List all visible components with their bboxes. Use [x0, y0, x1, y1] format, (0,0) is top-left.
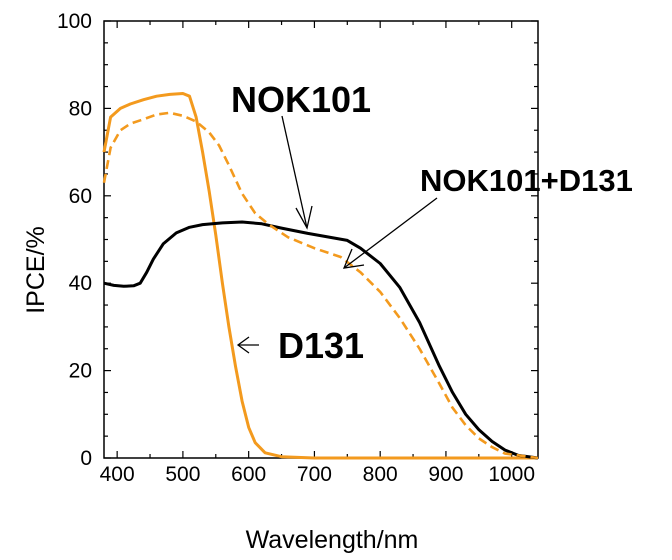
x-tick-label: 400 — [100, 463, 135, 486]
y-tick-label: 20 — [69, 360, 92, 383]
x-tick-label: 600 — [231, 463, 266, 486]
x-tick-label: 800 — [363, 463, 398, 486]
y-tick-label: 40 — [69, 272, 92, 295]
y-tick-label: 100 — [57, 10, 92, 33]
annotation-nok101: NOK101 — [231, 79, 371, 120]
annotation-nok101-d131-arrow — [343, 197, 438, 269]
series-line-nok101-d131 — [102, 111, 539, 460]
annotation-nok101-d131: NOK101+D131 — [420, 163, 633, 198]
annotation-nok101-arrowhead — [295, 205, 313, 230]
x-tick-label: 500 — [165, 463, 200, 486]
y-axis-title: IPCE/% — [22, 226, 50, 314]
annotation-d131-arrowhead — [236, 336, 250, 354]
y-tick-label: 80 — [69, 97, 92, 120]
y-tick-label: 60 — [69, 185, 92, 208]
x-tick-label: 700 — [297, 463, 332, 486]
tick-labels: 400 500 600 700 800 900 1000 0 20 40 60 80 100 — [57, 10, 535, 486]
annotation-nok101-d131-arrowhead — [342, 248, 365, 269]
series-line-nok101 — [103, 220, 539, 460]
series-line-d131 — [102, 92, 538, 460]
annotation-nok101-arrow — [281, 115, 308, 229]
x-axis-title: Wavelength/nm — [246, 526, 419, 554]
x-tick-label: 1000 — [488, 463, 535, 486]
annotation-d131: D131 — [278, 325, 364, 366]
y-tick-label: 0 — [80, 447, 92, 470]
series-lines — [102, 92, 539, 460]
x-tick-label: 900 — [428, 463, 463, 486]
